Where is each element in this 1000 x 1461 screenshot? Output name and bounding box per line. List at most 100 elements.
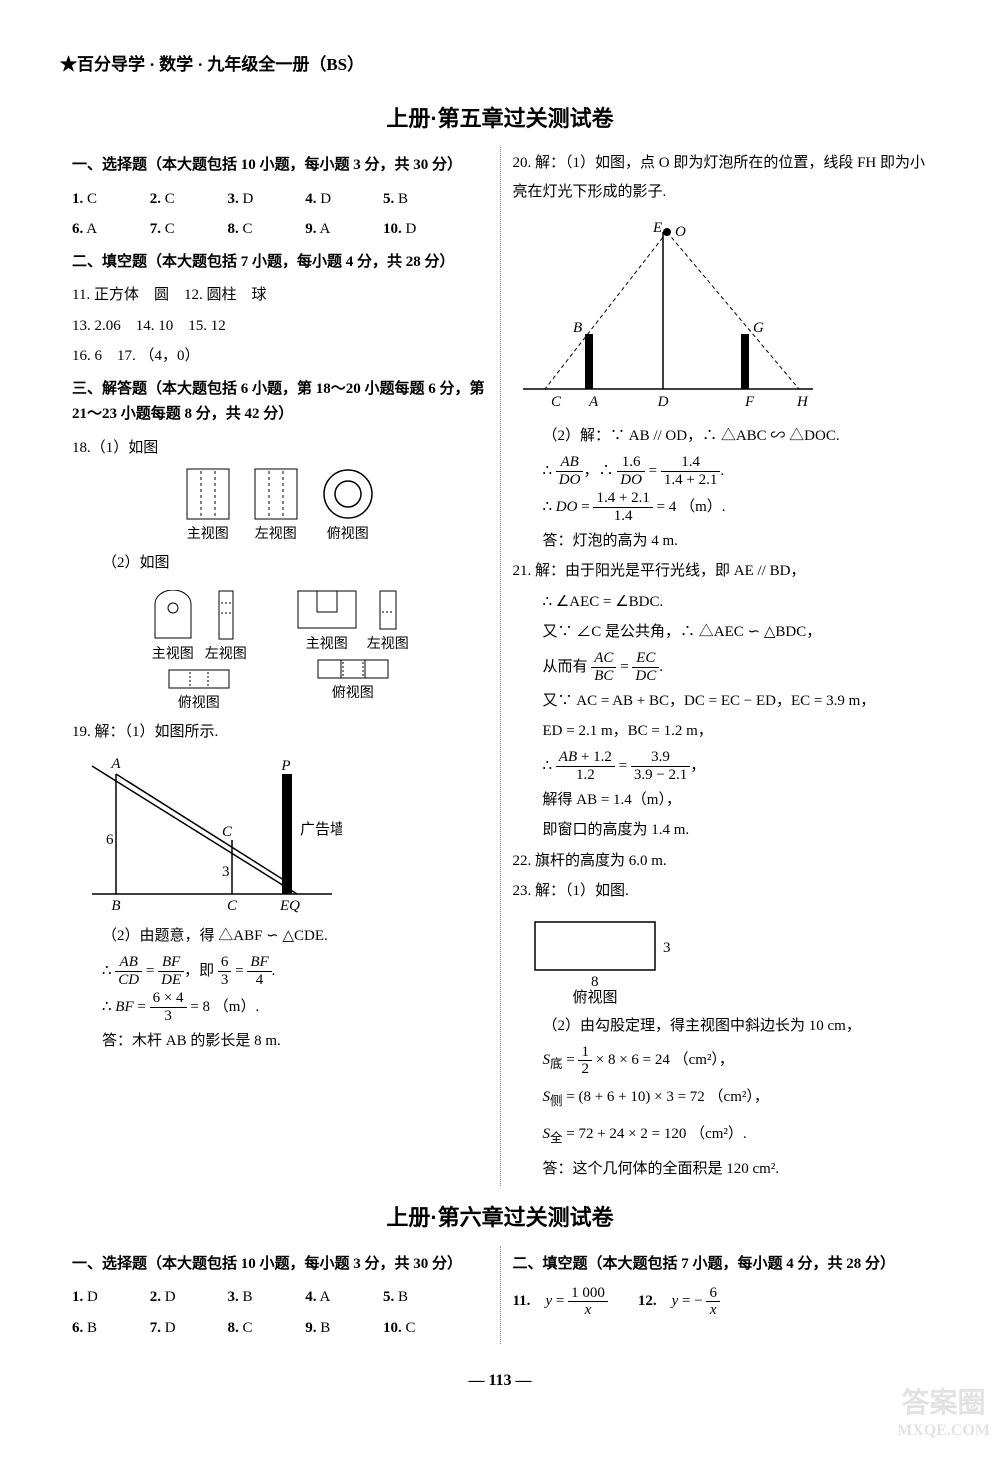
q21-eq1: 从而有 ACBC = ECDC. — [513, 649, 929, 685]
page-number: — 113 — — [60, 1372, 940, 1390]
svg-text:A: A — [110, 756, 121, 772]
q20-2a: （2）解：∵ AB // OD，∴ △ABC ∽ △DOC. — [513, 422, 929, 451]
svg-text:P: P — [280, 758, 290, 774]
q8a: C — [243, 221, 253, 237]
c6q7n: 7. — [150, 1320, 161, 1336]
ch5-mc-row1: 1. C 2. C 3. D 4. D 5. B — [72, 185, 488, 214]
ch6-q11-12: 11. y = 1 000x 12. y = − 6x — [513, 1283, 929, 1319]
ch6-sec2-head: 二、填空题（本大题包括 7 小题，每小题 4 分，共 28 分） — [513, 1252, 929, 1278]
q20-eq1: ∴ ABDO，∴ 1.6DO = 1.41.4 + 2.1. — [513, 453, 929, 489]
c6q8a: C — [243, 1320, 253, 1336]
c6q2a: D — [165, 1289, 176, 1305]
c6q10a: C — [406, 1320, 416, 1336]
c6q3a: B — [243, 1289, 253, 1305]
q8n: 8. — [228, 221, 239, 237]
svg-text:6: 6 — [106, 832, 114, 848]
q23-diagram: 3 8 俯视图 — [513, 914, 929, 1004]
q18-1-left: 左视图 — [254, 468, 298, 543]
q20-svg: E O B G C A D F H — [513, 214, 823, 414]
q13-15: 13. 2.06 14. 10 15. 12 — [72, 312, 488, 341]
q23-1: 23. 解：（1）如图. — [513, 877, 929, 906]
svg-text:8: 8 — [591, 974, 599, 990]
svg-text:O: O — [675, 224, 686, 240]
q3a: D — [243, 191, 254, 207]
lbl-front: 主视图 — [187, 523, 229, 543]
q18-2-s2-front: 主视图 — [297, 590, 357, 653]
ch6-right-col: 二、填空题（本大题包括 7 小题，每小题 4 分，共 28 分） 11. y =… — [501, 1246, 941, 1345]
svg-text:H: H — [796, 394, 809, 410]
ch5-sec3-head: 三、解答题（本大题包括 6 小题，第 18～20 小题每题 6 分，第 21～2… — [72, 377, 488, 428]
q9n: 9. — [305, 221, 316, 237]
q20-ans: 答：灯泡的高为 4 m. — [513, 527, 929, 556]
svg-text:B: B — [111, 898, 120, 914]
q2a: C — [165, 191, 175, 207]
q21-2: ∴ ∠AEC = ∠BDC. — [513, 588, 929, 617]
lbl: 俯视图 — [332, 682, 374, 702]
q20-diagram: E O B G C A D F H — [513, 214, 929, 414]
q18-1-views: 主视图 左视图 俯视图 — [72, 468, 488, 543]
q18-2-s1-top: 俯视图 — [151, 669, 247, 712]
c6q3n: 3. — [228, 1289, 239, 1305]
q9a: A — [319, 221, 330, 237]
q21-eq2: ∴ AB + 1.21.2 = 3.93.9 − 2.1， — [513, 748, 929, 784]
c6q6a: B — [87, 1320, 97, 1336]
ch6-mc-row1: 1. D 2. D 3. B 4. A 5. B — [72, 1283, 488, 1312]
c6q8n: 8. — [228, 1320, 239, 1336]
ch5-left-col: 一、选择题（本大题包括 10 小题，每小题 3 分，共 30 分） 1. C 2… — [60, 147, 501, 1186]
chapter5-title: 上册·第五章过关测试卷 — [60, 101, 940, 133]
q18-2-views: 主视图 左视图 俯视图 主视图 — [72, 584, 488, 712]
q20-eq2: ∴ DO = 1.4 + 2.11.4 = 4 （m）. — [513, 489, 929, 525]
chapter6-columns: 一、选择题（本大题包括 10 小题，每小题 3 分，共 30 分） 1. D 2… — [60, 1246, 940, 1345]
c6q6n: 6. — [72, 1320, 83, 1336]
wm-l1: 答案圈 — [897, 1387, 990, 1421]
q2n: 2. — [150, 191, 161, 207]
q19-svg: A B C C P EQ 6 3 广告墙 — [72, 754, 342, 914]
lbl-top: 俯视图 — [327, 523, 369, 543]
q5n: 5. — [383, 191, 394, 207]
q18-2-s2-top: 俯视图 — [297, 659, 409, 702]
q6a: A — [86, 221, 97, 237]
svg-text:C: C — [551, 394, 562, 410]
book-header: ★百分导学 · 数学 · 九年级全一册（BS） — [60, 50, 940, 75]
q6n: 6. — [72, 221, 83, 237]
q10a: D — [406, 221, 417, 237]
q18-2-s1-front: 主视图 — [151, 590, 195, 663]
svg-text:3: 3 — [222, 864, 230, 880]
svg-text:A: A — [588, 394, 599, 410]
q16-17: 16. 6 17. （4，0） — [72, 342, 488, 371]
chapter5-columns: 一、选择题（本大题包括 10 小题，每小题 3 分，共 30 分） 1. C 2… — [60, 147, 940, 1186]
q4n: 4. — [305, 191, 316, 207]
q20-1: 20. 解：（1）如图，点 O 即为灯泡所在的位置，线段 FH 即为小亮在灯光下… — [513, 149, 929, 206]
q23-2: （2）由勾股定理，得主视图中斜边长为 10 cm， — [513, 1012, 929, 1041]
q3n: 3. — [228, 191, 239, 207]
q21-3: 又∵ ∠C 是公共角，∴ △AEC ∽ △BDC， — [513, 618, 929, 647]
q19-2: （2）由题意，得 △ABF ∽ △CDE. — [72, 922, 488, 951]
lbl: 主视图 — [306, 633, 348, 653]
c6q7a: D — [165, 1320, 176, 1336]
q18-2-set2: 主视图 左视图 俯视图 — [297, 584, 409, 712]
svg-text:G: G — [753, 320, 764, 336]
q19-ans: 答：木杆 AB 的影长是 8 m. — [72, 1027, 488, 1056]
ch5-mc-row2: 6. A 7. C 8. C 9. A 10. D — [72, 215, 488, 244]
q4a: D — [320, 191, 331, 207]
c6q5a: B — [398, 1289, 408, 1305]
ch6-left-col: 一、选择题（本大题包括 10 小题，每小题 3 分，共 30 分） 1. D 2… — [60, 1246, 501, 1345]
ch5-sec1-head: 一、选择题（本大题包括 10 小题，每小题 3 分，共 30 分） — [72, 153, 488, 179]
ch6-mc-row2: 6. B 7. D 8. C 9. B 10. C — [72, 1314, 488, 1343]
q11-12: 11. 正方体 圆 12. 圆柱 球 — [72, 281, 488, 310]
ch6-sec1-head: 一、选择题（本大题包括 10 小题，每小题 3 分，共 30 分） — [72, 1252, 488, 1278]
q19-1: 19. 解：（1）如图所示. — [72, 718, 488, 747]
q7n: 7. — [150, 221, 161, 237]
q18-2-s2-left: 左视图 — [367, 590, 409, 653]
lbl-left: 左视图 — [255, 523, 297, 543]
q23-eq3: S全 = 72 + 24 × 2 = 120 （cm²）. — [513, 1116, 929, 1153]
q5a: B — [398, 191, 408, 207]
lbl: 主视图 — [152, 643, 194, 663]
ch5-right-col: 20. 解：（1）如图，点 O 即为灯泡所在的位置，线段 FH 即为小亮在灯光下… — [501, 147, 941, 1186]
q7a: C — [165, 221, 175, 237]
q19-diagram: A B C C P EQ 6 3 广告墙 — [72, 754, 488, 914]
q10n: 10. — [383, 221, 402, 237]
q18-2-set1: 主视图 左视图 俯视图 — [151, 584, 247, 712]
q18-2-s1-left: 左视图 — [205, 590, 247, 663]
c6q1n: 1. — [72, 1289, 83, 1305]
